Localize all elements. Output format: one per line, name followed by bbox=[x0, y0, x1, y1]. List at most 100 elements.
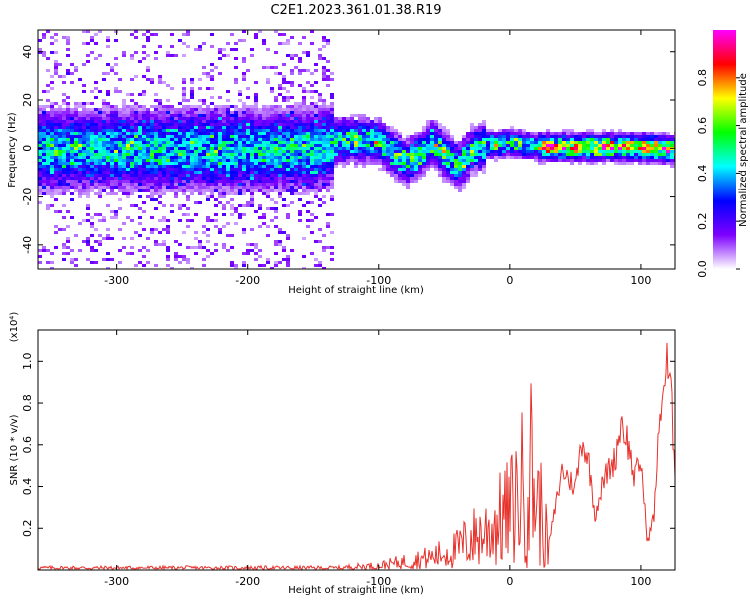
heatmap-cell bbox=[330, 135, 334, 138]
heatmap-cell bbox=[134, 144, 138, 147]
heatmap-cell bbox=[614, 153, 618, 156]
heatmap-cell bbox=[262, 150, 266, 153]
heatmap-cell bbox=[238, 192, 242, 195]
heatmap-cell bbox=[666, 144, 670, 147]
heatmap-cell bbox=[394, 129, 398, 132]
heatmap-cell bbox=[330, 177, 334, 180]
heatmap-cell bbox=[298, 138, 302, 141]
heatmap-cell bbox=[110, 216, 114, 219]
heatmap-cell bbox=[658, 153, 662, 156]
heatmap-cell bbox=[122, 141, 126, 144]
heatmap-cell bbox=[50, 117, 54, 120]
heatmap-cell bbox=[386, 168, 390, 171]
heatmap-cell bbox=[222, 138, 226, 141]
heatmap-cell bbox=[78, 156, 82, 159]
heatmap-cell bbox=[362, 153, 366, 156]
heatmap-cell bbox=[142, 108, 146, 111]
heatmap-cell bbox=[462, 168, 466, 171]
heatmap-cell bbox=[414, 150, 418, 153]
heatmap-cell bbox=[358, 156, 362, 159]
heatmap-cell bbox=[326, 177, 330, 180]
heatmap-cell bbox=[478, 162, 482, 165]
heatmap-cell bbox=[398, 138, 402, 141]
heatmap-cell bbox=[462, 141, 466, 144]
heatmap-cell bbox=[542, 144, 546, 147]
heatmap-cell bbox=[634, 141, 638, 144]
heatmap-cell bbox=[98, 240, 102, 243]
heatmap-cell bbox=[642, 150, 646, 153]
heatmap-cell bbox=[234, 78, 238, 81]
heatmap-cell bbox=[622, 141, 626, 144]
heatmap-cell bbox=[446, 141, 450, 144]
heatmap-cell bbox=[54, 231, 58, 234]
heatmap-cell bbox=[150, 231, 154, 234]
heatmap-cell bbox=[310, 252, 314, 255]
heatmap-cell bbox=[78, 174, 82, 177]
heatmap-cell bbox=[518, 138, 522, 141]
heatmap-cell bbox=[146, 114, 150, 117]
heatmap-cell bbox=[62, 102, 66, 105]
heatmap-cell bbox=[318, 96, 322, 99]
heatmap-cell bbox=[314, 216, 318, 219]
heatmap-cell bbox=[206, 171, 210, 174]
heatmap-cell bbox=[194, 186, 198, 189]
heatmap-cell bbox=[538, 159, 542, 162]
heatmap-cell bbox=[474, 174, 478, 177]
heatmap-cell bbox=[410, 156, 414, 159]
heatmap-cell bbox=[606, 138, 610, 141]
heatmap-cell bbox=[434, 144, 438, 147]
heatmap-cell bbox=[610, 138, 614, 141]
heatmap-cell bbox=[82, 240, 86, 243]
heatmap-cell bbox=[78, 132, 82, 135]
heatmap-cell bbox=[618, 147, 622, 150]
heatmap-cell bbox=[606, 141, 610, 144]
heatmap-cell bbox=[234, 147, 238, 150]
heatmap-cell bbox=[438, 123, 442, 126]
heatmap-cell bbox=[374, 126, 378, 129]
heatmap-cell bbox=[318, 105, 322, 108]
heatmap-cell bbox=[274, 123, 278, 126]
heatmap-cell bbox=[570, 147, 574, 150]
heatmap-cell bbox=[246, 111, 250, 114]
heatmap-cell bbox=[266, 159, 270, 162]
heatmap-cell bbox=[266, 48, 270, 51]
heatmap-cell bbox=[114, 114, 118, 117]
heatmap-cell bbox=[510, 138, 514, 141]
heatmap-cell bbox=[234, 144, 238, 147]
heatmap-cell bbox=[318, 180, 322, 183]
heatmap-cell bbox=[462, 147, 466, 150]
heatmap-cell bbox=[166, 228, 170, 231]
heatmap-cell bbox=[178, 144, 182, 147]
heatmap-cell bbox=[418, 174, 422, 177]
heatmap-cell bbox=[146, 66, 150, 69]
heatmap-cell bbox=[626, 147, 630, 150]
heatmap-cell bbox=[266, 129, 270, 132]
heatmap-cell bbox=[258, 120, 262, 123]
heatmap-cell bbox=[142, 147, 146, 150]
heatmap-cell bbox=[266, 135, 270, 138]
heatmap-cell bbox=[86, 165, 90, 168]
heatmap-cell bbox=[66, 246, 70, 249]
heatmap-cell bbox=[206, 123, 210, 126]
heatmap-cell bbox=[306, 138, 310, 141]
heatmap-cell bbox=[394, 159, 398, 162]
heatmap-cell bbox=[214, 177, 218, 180]
heatmap-cell bbox=[54, 72, 58, 75]
heatmap-cell bbox=[298, 159, 302, 162]
heatmap-cell bbox=[206, 135, 210, 138]
heatmap-cell bbox=[210, 126, 214, 129]
heatmap-cell bbox=[454, 168, 458, 171]
heatmap-cell bbox=[114, 186, 118, 189]
heatmap-cell bbox=[390, 144, 394, 147]
heatmap-cell bbox=[146, 135, 150, 138]
heatmap-cell bbox=[38, 249, 42, 252]
heatmap-cell bbox=[42, 171, 46, 174]
heatmap-cell bbox=[266, 156, 270, 159]
heatmap-cell bbox=[110, 120, 114, 123]
heatmap-cell bbox=[266, 150, 270, 153]
heatmap-cell bbox=[514, 147, 518, 150]
heatmap-cell bbox=[174, 192, 178, 195]
heatmap-cell bbox=[138, 114, 142, 117]
heatmap-cell bbox=[226, 99, 230, 102]
heatmap-cell bbox=[342, 126, 346, 129]
